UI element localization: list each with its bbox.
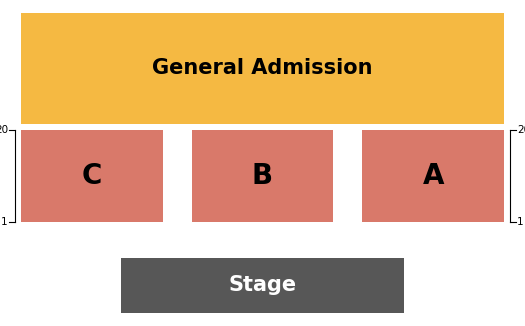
Text: C: C [82, 162, 102, 190]
Text: 20: 20 [0, 126, 8, 135]
FancyBboxPatch shape [21, 130, 163, 222]
Text: 1: 1 [1, 217, 8, 227]
FancyBboxPatch shape [362, 130, 504, 222]
Text: 20: 20 [517, 126, 525, 135]
FancyBboxPatch shape [121, 258, 404, 313]
Text: A: A [423, 162, 444, 190]
FancyBboxPatch shape [21, 13, 504, 124]
Text: General Admission: General Admission [152, 58, 373, 79]
FancyBboxPatch shape [192, 130, 333, 222]
Text: Stage: Stage [228, 275, 297, 295]
Text: 1: 1 [517, 217, 524, 227]
Text: B: B [252, 162, 273, 190]
